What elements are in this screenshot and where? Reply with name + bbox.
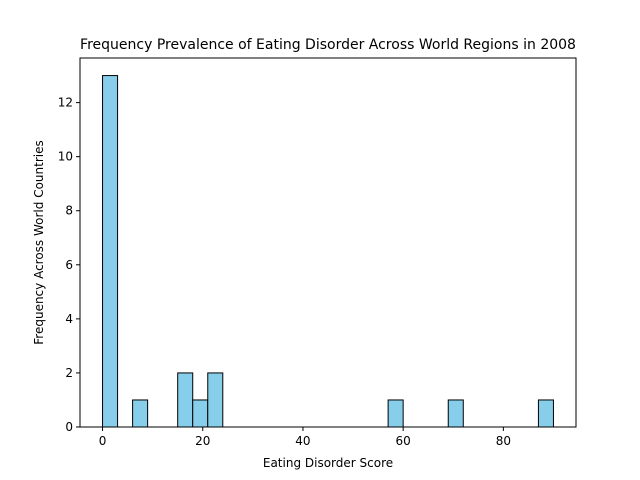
plot-frame — [79, 57, 577, 428]
bars-group — [102, 75, 554, 428]
x-tick-label: 20 — [195, 434, 210, 448]
histogram-bar-3 — [192, 399, 209, 428]
y-axis-label: Frequency Across World Countries — [32, 140, 46, 344]
x-axis-label: Eating Disorder Score — [263, 456, 393, 470]
y-tick-label: 8 — [65, 204, 73, 218]
histogram-bar-1 — [132, 399, 149, 428]
x-tick-label: 80 — [496, 434, 511, 448]
x-axis-ticks: 0 20 40 60 80 — [99, 427, 511, 448]
x-tick-label: 0 — [99, 434, 107, 448]
y-tick-label: 6 — [65, 258, 73, 272]
histogram-bar-6 — [447, 399, 464, 428]
histogram-bar-5 — [387, 399, 404, 428]
x-tick-label: 40 — [295, 434, 310, 448]
y-tick-label: 0 — [65, 420, 73, 434]
chart-title: Frequency Prevalence of Eating Disorder … — [80, 37, 576, 53]
y-tick-label: 4 — [65, 312, 73, 326]
histogram-bar-2 — [177, 372, 194, 428]
histogram-bar-7 — [537, 399, 554, 428]
histogram-bar-0 — [102, 75, 119, 428]
y-tick-label: 12 — [58, 96, 73, 110]
y-axis-ticks: 0 2 4 6 8 10 12 — [58, 96, 80, 434]
y-tick-label: 2 — [65, 366, 73, 380]
y-tick-label: 10 — [58, 150, 73, 164]
x-tick-label: 60 — [396, 434, 411, 448]
histogram-bar-4 — [207, 372, 224, 428]
